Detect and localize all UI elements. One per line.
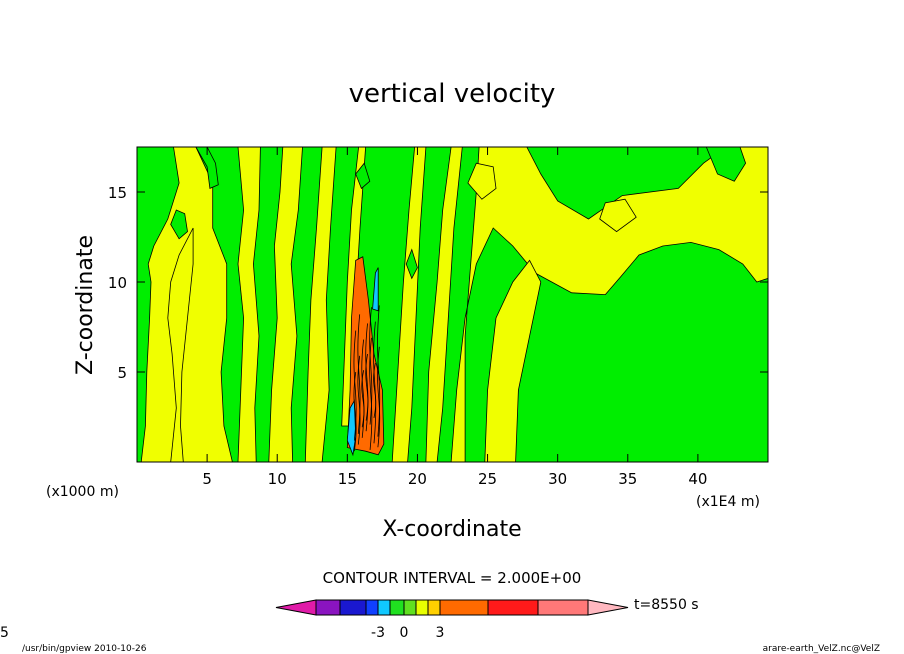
core-contour-12 [373, 321, 377, 444]
yellow-region-3 [268, 147, 303, 462]
x-unit-right: (x1E4 m) [696, 494, 760, 510]
colorbar-segment-2 [365, 599, 379, 616]
core-contour-9 [361, 370, 365, 428]
time-label: t=8550 s [634, 597, 699, 613]
yellow-region-7 [425, 147, 463, 462]
x-tick-label-3: 20 [408, 470, 427, 488]
footer-right: arare-earth_VelZ.nc@VelZ [763, 644, 880, 654]
yellow-region-4 [304, 147, 337, 462]
colorbar-segment-0 [315, 599, 341, 616]
yellow-region-10 [599, 198, 637, 233]
yellow-region-2 [237, 147, 261, 462]
y-tick-label-1: 10 [108, 274, 127, 292]
x-tick-label-1: 10 [268, 470, 287, 488]
chart-title: vertical velocity [349, 79, 556, 109]
x-tick-label-5: 30 [548, 470, 567, 488]
green-region-0 [195, 147, 219, 189]
colorbar-segment-7 [427, 599, 441, 616]
green-region-4 [405, 248, 418, 280]
green-region-2 [170, 209, 188, 240]
y-tick-label-2: 15 [108, 184, 127, 202]
core-region-1 [346, 399, 357, 457]
core-contour-13 [377, 305, 381, 437]
x-axis-ticks: 5 10 15 20 25 30 35 40 [202, 147, 707, 488]
y-axis-ticks: 5 10 15 [108, 184, 768, 382]
core-contour-8 [357, 314, 361, 434]
colorbar-end-low [275, 599, 317, 616]
core-contour-7 [353, 330, 357, 441]
footer-left: /usr/bin/gpview 2010-10-26 [22, 644, 147, 654]
colorbar-segment-4 [389, 599, 405, 616]
colorbar-tick-label-2: 3 [436, 625, 445, 641]
x-tick-label-2: 15 [338, 470, 357, 488]
x-tick-label-0: 5 [202, 470, 212, 488]
colorbar [275, 599, 629, 616]
y-tick-label-0: 5 [117, 364, 127, 382]
green-region-3 [355, 162, 371, 190]
colorbar-segment-5 [403, 599, 417, 616]
core-contour-10 [365, 353, 369, 421]
colorbar-tick-labels: -3 0 3 15 [0, 625, 444, 641]
colorbar-segment-9 [487, 599, 539, 616]
x-axis-label: X-coordinate [382, 517, 521, 542]
core-contour-11 [369, 337, 373, 450]
colorbar-tick-label-0: -3 [371, 625, 385, 641]
core-contour-3 [365, 323, 369, 432]
core-contour-2 [361, 339, 365, 438]
plot-frame [136, 146, 769, 463]
colorbar-segment-6 [415, 599, 429, 616]
colorbar-tick-label-1: 0 [400, 625, 409, 641]
core-region-2 [372, 267, 379, 312]
x-tick-label-6: 35 [618, 470, 637, 488]
colorbar-tick-label-3: 15 [0, 625, 9, 641]
colorbar-end-high [587, 599, 629, 616]
y-axis-label: Z-coordinate [73, 235, 98, 375]
colorbar-segment-8 [439, 599, 489, 616]
green-region-1 [705, 147, 747, 182]
yellow-region-6 [391, 147, 427, 462]
plot-area [137, 147, 768, 462]
x-unit-left: (x1000 m) [46, 484, 119, 500]
convective-core [346, 256, 385, 457]
colorbar-segment-3 [377, 599, 391, 616]
colorbar-segment-10 [537, 599, 589, 616]
colorbar-segment-1 [339, 599, 367, 616]
yellow-region-11 [467, 162, 497, 200]
x-tick-label-7: 40 [688, 470, 707, 488]
yellow-region-1 [167, 227, 194, 462]
yellow-region-9 [484, 259, 542, 462]
x-tick-label-4: 25 [478, 470, 497, 488]
contour-interval-label: CONTOUR INTERVAL = 2.000E+00 [323, 569, 582, 587]
green-regions [170, 147, 747, 280]
